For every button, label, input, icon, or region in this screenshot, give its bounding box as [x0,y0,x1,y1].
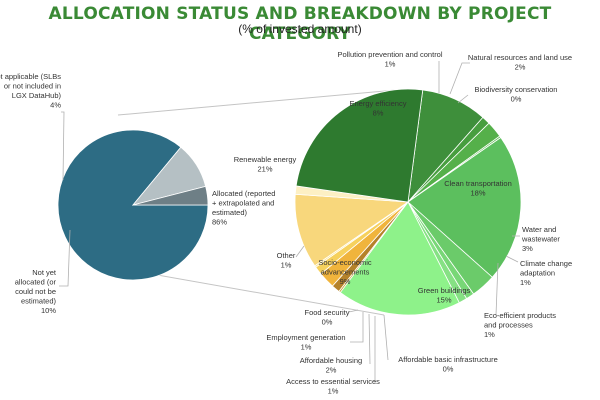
category-slice-renewable-energy [295,88,424,203]
label-climate-change-adaptation: Climate change adaptation 1% [520,259,572,287]
leader-line [449,62,470,95]
category-slice-clean-transportation [407,136,522,278]
label-clean-transportation: Clean transportation 18% [444,179,512,198]
connector-line-top [117,89,397,116]
label-renewable-energy: Renewable energy 21% [234,155,297,174]
connector-line-bottom [117,267,385,316]
status-slice-not-applicable-slbs-or-not-included-in-lgx-datahub [132,185,209,206]
leader-line [383,314,389,361]
label-natural-resources-and-land-use: Natural resources and land use 2% [468,53,572,72]
chart-title: ALLOCATION STATUS AND BREAKDOWN BY PROJE… [48,4,552,44]
category-slice-green-buildings [339,201,460,316]
label-other: Other 1% [277,251,296,270]
leader-line [295,245,305,258]
label-eco-efficient-products-and-processes: Eco-efficient products and processes 1% [484,311,556,339]
chart-subtitle: (% of invested amount) [238,22,362,36]
label-not-yet-allocated-or-could-not-be-estimated: Not yet allocated (or could not be estimate… [15,268,57,315]
leader-line [348,309,359,313]
label-affordable-housing: Affordable housing 2% [300,356,362,375]
label-green-buildings: Green buildings 15% [418,286,471,305]
leader-line [457,94,469,104]
label-energy-efficiency: Energy efficiency 8% [350,99,407,118]
label-employment-generation: Employment generation 1% [266,333,345,352]
leader-line [59,229,71,287]
allocation-status-pie [57,129,209,281]
label-food-security: Food security 0% [304,308,349,327]
project-category-pie [294,88,522,316]
label-water-and-wastewater: Water and wastewater 3% [521,225,560,253]
label-affordable-basic-infrastructure: Affordable basic infrastructure 0% [398,355,498,374]
leader-line [368,313,371,365]
leader-line [505,255,519,263]
category-slice-socio-economic-advancements [294,193,410,267]
leader-lines [59,61,520,384]
leader-line [61,111,65,181]
label-allocated-reported-extrapolated-and-estimated: Allocated (reported + extrapolated and est… [212,189,275,227]
leader-line [495,262,499,316]
connector-lines [117,89,397,316]
slice-labels: Allocated (reported + extrapolated and est… [0,50,572,396]
leader-line [350,312,364,343]
label-socio-economic-advancements: Socio-economic advancements 9% [318,258,372,286]
label-access-to-essential-services: Access to essential services 1% [286,377,380,396]
label-pollution-prevention-and-control: Pollution prevention and control 1% [337,50,442,69]
label-biodiversity-conservation: Biodiversity conservation 0% [475,85,558,104]
